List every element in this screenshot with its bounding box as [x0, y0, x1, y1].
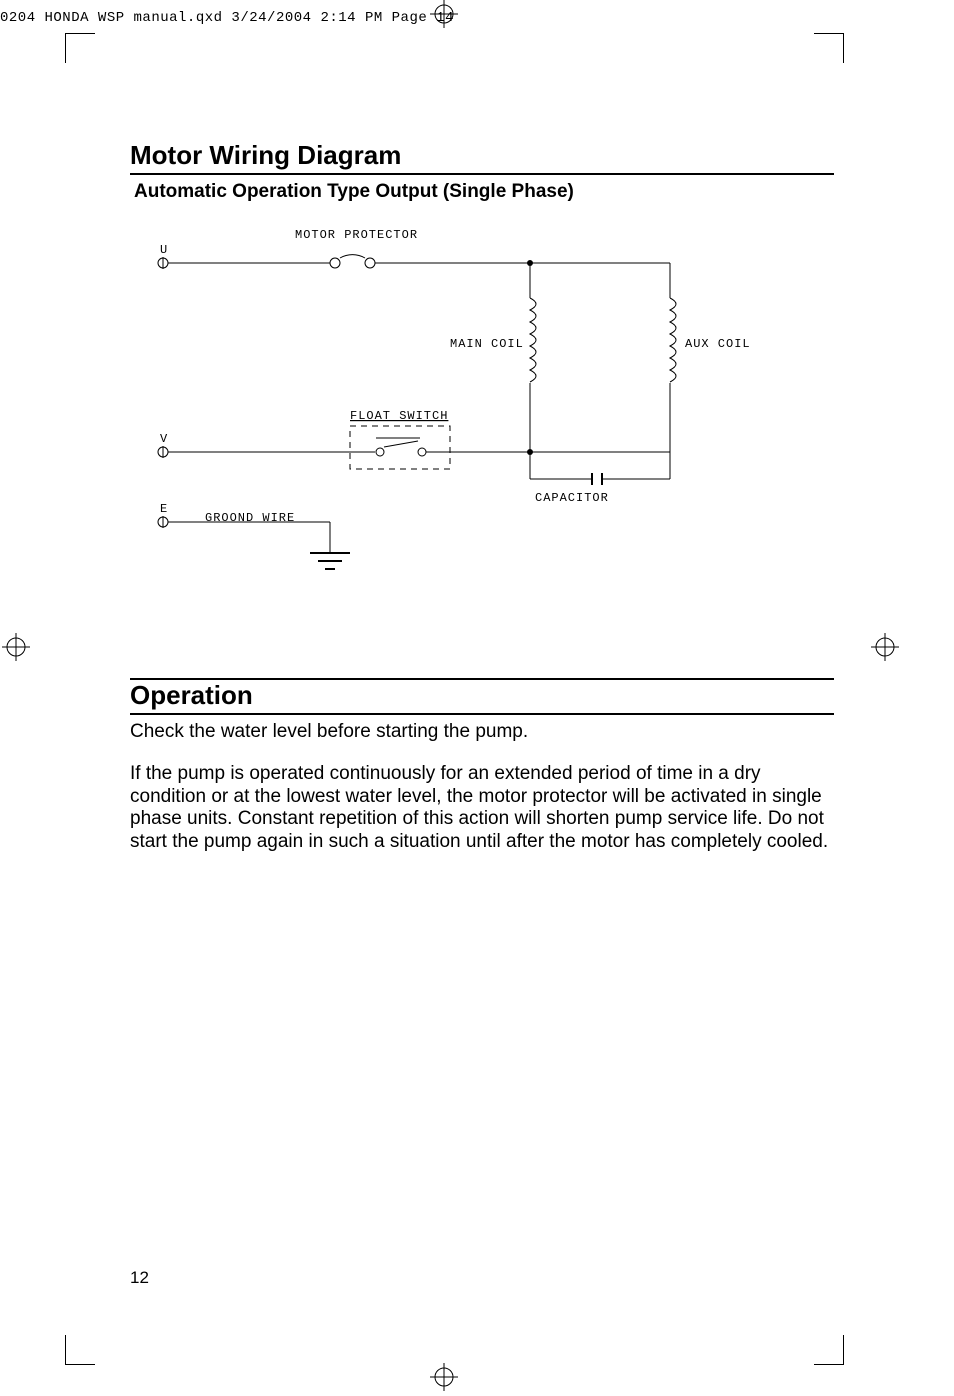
terminal-u: U [160, 243, 168, 257]
crop-mark [65, 1335, 95, 1365]
operation-body: Check the water level before starting th… [130, 721, 834, 853]
registration-mark [2, 633, 30, 661]
section-subtitle: Automatic Operation Type Output (Single … [134, 181, 834, 203]
crop-mark [814, 1335, 844, 1365]
label-main-coil: MAIN COIL [450, 337, 524, 351]
registration-mark [430, 1363, 458, 1391]
terminal-e: E [160, 502, 168, 516]
label-ground-wire: GROOND WIRE [205, 511, 295, 525]
label-aux-coil: AUX COIL [685, 337, 751, 351]
label-capacitor: CAPACITOR [535, 491, 609, 505]
operation-para2: If the pump is operated continuously for… [130, 763, 834, 853]
crop-mark [65, 33, 95, 63]
registration-mark [871, 633, 899, 661]
prepress-header: 0204 HONDA WSP manual.qxd 3/24/2004 2:14… [0, 10, 454, 26]
label-motor-protector: MOTOR PROTECTOR [295, 228, 418, 242]
crop-mark [814, 33, 844, 63]
section-title-wiring: Motor Wiring Diagram [130, 140, 834, 175]
registration-mark [430, 0, 458, 28]
label-float-switch: FLOAT SWITCH [350, 409, 448, 423]
operation-para1: Check the water level before starting th… [130, 721, 834, 743]
wiring-diagram: MOTOR PROTECTOR MAIN COIL AUX COIL FLOAT… [150, 223, 834, 598]
page-number: 12 [130, 1268, 149, 1288]
terminal-v: V [160, 432, 168, 446]
section-title-operation: Operation [130, 680, 834, 715]
page-content: Motor Wiring Diagram Automatic Operation… [130, 140, 834, 873]
